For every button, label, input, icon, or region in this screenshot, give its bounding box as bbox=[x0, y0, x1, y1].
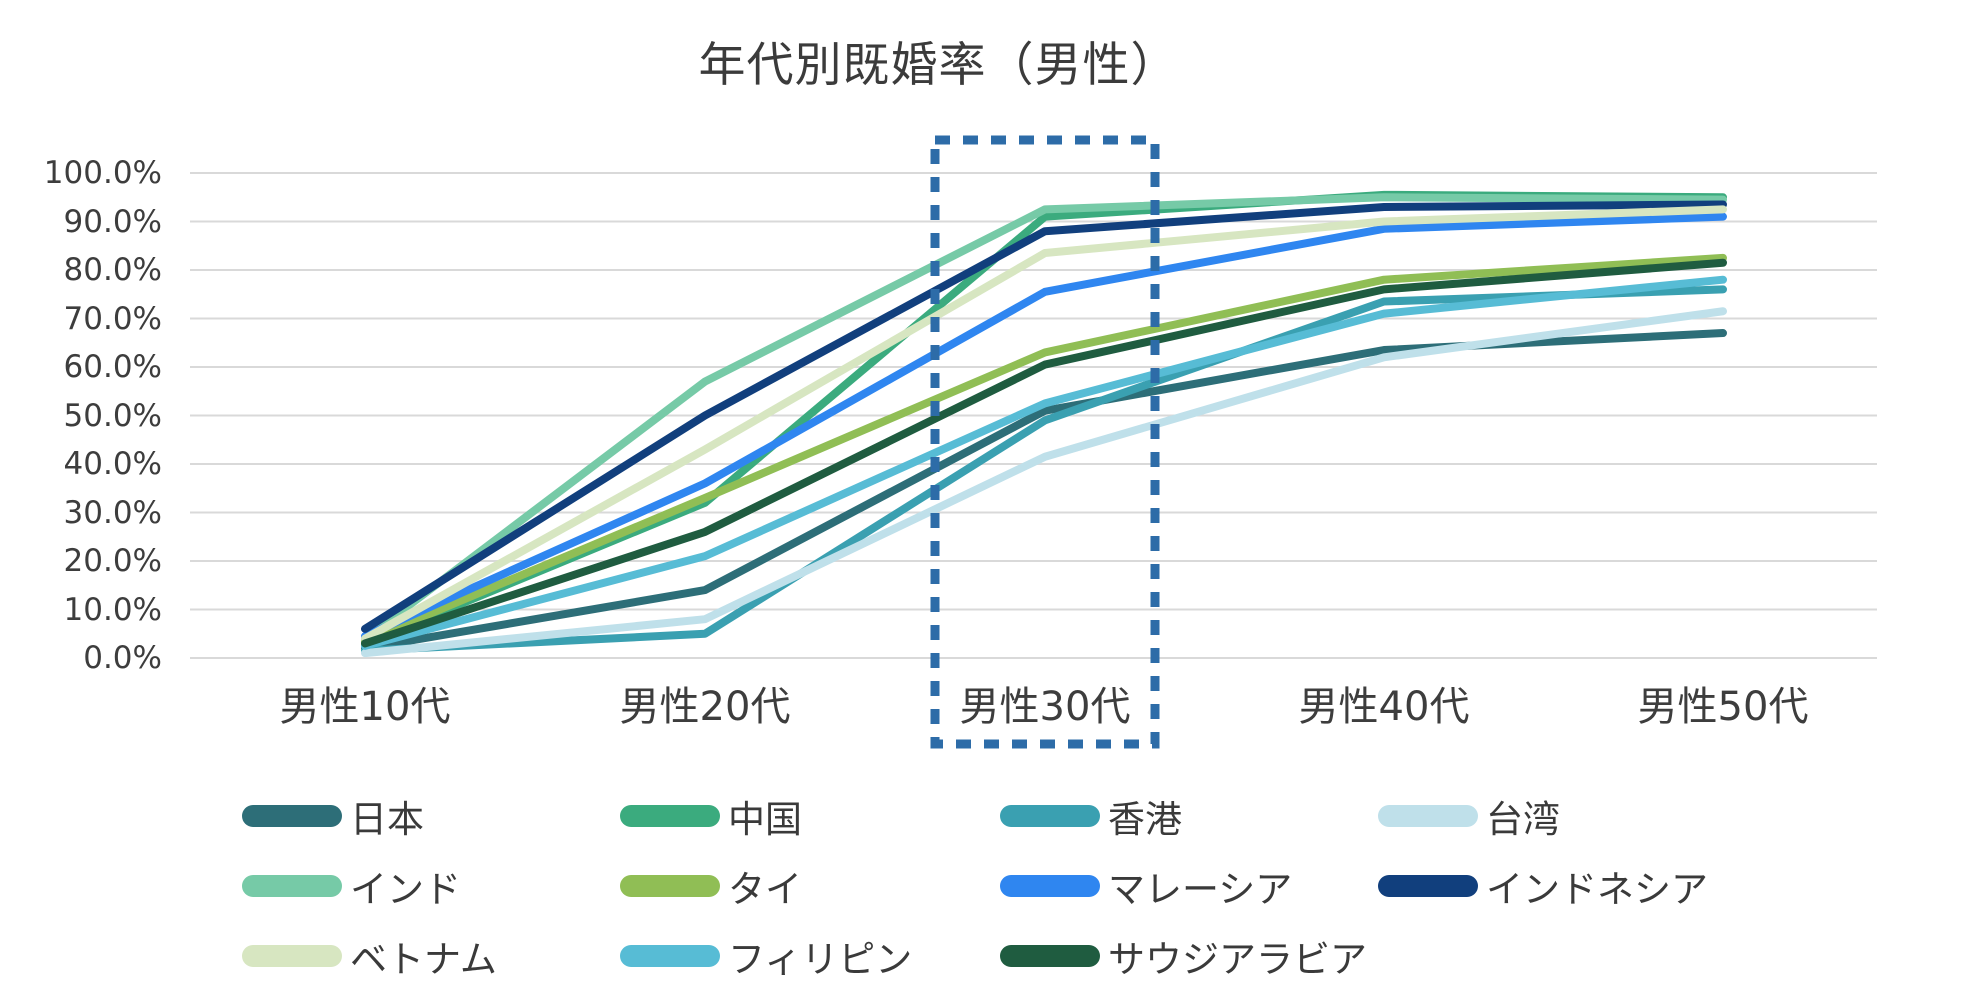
legend-label-japan: 日本 bbox=[350, 798, 424, 841]
legend-label-hongkong: 香港 bbox=[1108, 798, 1182, 841]
series-line-thailand bbox=[361, 253, 1727, 646]
highlight-box bbox=[930, 135, 1160, 749]
series-line-india bbox=[361, 193, 1727, 643]
x-tick-2: 男性30代 bbox=[959, 684, 1131, 730]
y-tick-70: 70.0% bbox=[63, 300, 162, 337]
legend-label-saudiarabia: サウジアラビア bbox=[1108, 938, 1367, 981]
legend-item-saudiarabia: サウジアラビア bbox=[1000, 934, 1367, 981]
legend-item-japan: 日本 bbox=[242, 794, 424, 841]
legend-label-india: インド bbox=[350, 868, 461, 911]
legend-label-china: 中国 bbox=[728, 798, 802, 841]
legend-swatch-thailand bbox=[620, 875, 720, 897]
legend-item-indonesia: インドネシア bbox=[1378, 864, 1708, 911]
legend-item-vietnam: ベトナム bbox=[242, 934, 497, 981]
legend-label-thailand: タイ bbox=[728, 868, 802, 911]
x-tick-4: 男性50代 bbox=[1637, 684, 1809, 730]
legend-item-india: インド bbox=[242, 864, 461, 911]
legend-swatch-malaysia bbox=[1000, 875, 1100, 897]
x-tick-1: 男性20代 bbox=[619, 684, 791, 730]
y-tick-20: 20.0% bbox=[63, 543, 162, 579]
legend-label-taiwan: 台湾 bbox=[1486, 798, 1560, 841]
series-line-taiwan bbox=[361, 307, 1727, 658]
legend-label-vietnam: ベトナム bbox=[350, 938, 497, 981]
legend-label-malaysia: マレーシア bbox=[1108, 868, 1293, 911]
y-tick-10: 10.0% bbox=[63, 591, 162, 628]
y-tick-80: 80.0% bbox=[63, 252, 162, 288]
legend-swatch-india bbox=[242, 875, 342, 897]
legend-swatch-saudiarabia bbox=[1000, 945, 1100, 967]
y-tick-100: 100.0% bbox=[43, 155, 162, 191]
series-line-vietnam bbox=[361, 205, 1727, 643]
series-line-indonesia bbox=[361, 200, 1727, 633]
legend-item-hongkong: 香港 bbox=[1000, 794, 1182, 841]
x-tick-0: 男性10代 bbox=[279, 684, 451, 730]
y-tick-40: 40.0% bbox=[63, 446, 162, 482]
series-line-philippines bbox=[361, 275, 1727, 650]
legend-swatch-indonesia bbox=[1378, 875, 1478, 897]
chart-title: 年代別既婚率（男性） bbox=[698, 38, 1179, 93]
legend-item-china: 中国 bbox=[620, 794, 802, 841]
y-tick-90: 90.0% bbox=[63, 203, 162, 240]
y-tick-50: 50.0% bbox=[63, 397, 162, 434]
series-line-malaysia bbox=[361, 212, 1727, 641]
y-tick-60: 60.0% bbox=[63, 349, 162, 385]
legend-swatch-hongkong bbox=[1000, 805, 1100, 827]
series-line-japan bbox=[361, 329, 1727, 653]
legend-label-philippines: フィリピン bbox=[728, 938, 913, 981]
x-tick-3: 男性40代 bbox=[1298, 684, 1470, 730]
y-tick-30: 30.0% bbox=[63, 494, 162, 531]
legend-item-philippines: フィリピン bbox=[620, 934, 912, 981]
legend-swatch-japan bbox=[242, 805, 342, 827]
series-line-saudiarabia bbox=[361, 258, 1727, 648]
legend-item-taiwan: 台湾 bbox=[1378, 794, 1560, 841]
legend-swatch-philippines bbox=[620, 945, 720, 967]
legend-item-malaysia: マレーシア bbox=[1000, 864, 1292, 911]
legend-swatch-vietnam bbox=[242, 945, 342, 967]
legend-swatch-china bbox=[620, 805, 720, 827]
y-tick-0: 0.0% bbox=[83, 640, 162, 676]
legend-swatch-taiwan bbox=[1378, 805, 1478, 827]
series-line-hongkong bbox=[361, 285, 1727, 655]
legend-item-thailand: タイ bbox=[620, 864, 802, 911]
legend-label-indonesia: インドネシア bbox=[1486, 868, 1708, 911]
